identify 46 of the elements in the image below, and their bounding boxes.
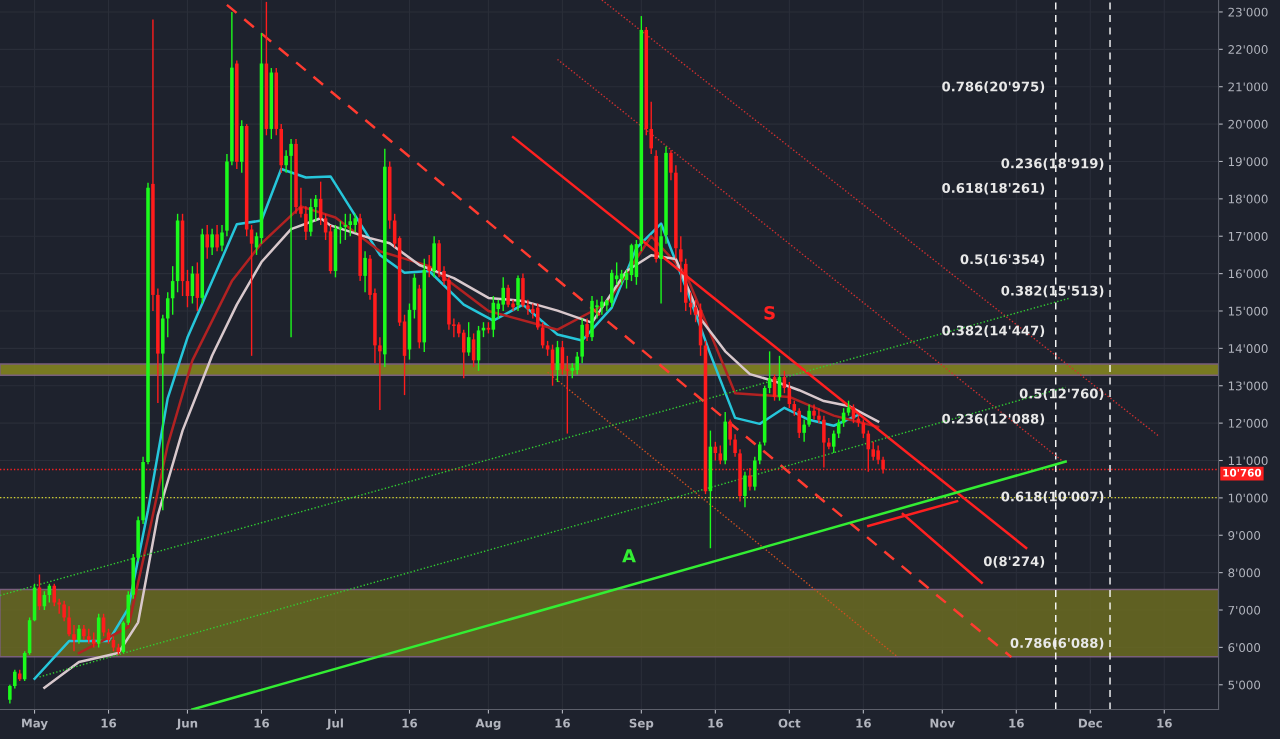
x-tick-label: 16	[1157, 718, 1172, 728]
annotation: 0.236(18'919)	[1001, 158, 1104, 170]
y-tick-label: 6'000	[1228, 643, 1261, 653]
y-tick-label: 12'000	[1228, 418, 1268, 428]
annotation: 0.618(10'007)	[1001, 491, 1104, 503]
annotation: 0.618(18'261)	[942, 182, 1045, 195]
y-tick-label: 8'000	[1228, 568, 1261, 578]
y-tick-label: 19'000	[1228, 157, 1268, 167]
annotation: 0(8'274)	[983, 556, 1045, 568]
y-tick-label: 22'000	[1228, 45, 1268, 54]
y-tick-label: 17'000	[1228, 231, 1268, 241]
x-tick-label: 16	[254, 718, 270, 728]
series-label: S	[764, 305, 775, 320]
y-tick-label: 5'000	[1228, 680, 1261, 690]
series-label: A	[622, 549, 636, 563]
annotation: 0.786(20'975)	[942, 81, 1045, 94]
x-tick-label: Oct	[778, 718, 801, 728]
x-tick-label: 16	[101, 718, 117, 728]
y-tick-label: 11'000	[1228, 456, 1268, 466]
x-tick-label: Aug	[475, 718, 501, 730]
x-tick-label: 16	[1009, 718, 1024, 728]
y-tick-label: 21'000	[1228, 82, 1268, 92]
x-tick-label: May	[22, 718, 48, 730]
y-tick-label: 10'000	[1228, 493, 1268, 503]
x-tick-label: 16	[856, 718, 871, 728]
x-tick-label: Jun	[176, 718, 198, 730]
x-tick-label: Nov	[930, 718, 955, 728]
y-tick-label: 9'000	[1228, 530, 1261, 540]
y-tick-label: 23'000	[1228, 7, 1268, 17]
ref-line-label: 10'760	[1223, 468, 1262, 477]
y-tick-label: 20'000	[1228, 119, 1268, 129]
x-tick-label: Dec	[1078, 718, 1102, 728]
x-tick-label: 16	[402, 718, 418, 728]
annotation: 0.5(16'354)	[960, 254, 1045, 266]
y-tick-label: 18'000	[1228, 194, 1268, 204]
x-tick-label: 16	[708, 718, 723, 728]
x-tick-label: Sep	[629, 718, 654, 730]
x-tick-label: Jul	[326, 718, 343, 730]
y-tick-label: 7'000	[1228, 605, 1261, 615]
x-tick-label: 16	[555, 718, 570, 728]
annotation: 0.382(15'513)	[1001, 285, 1104, 298]
annotation: 0.382(14'447)	[942, 325, 1045, 338]
y-tick-label: 16'000	[1228, 269, 1268, 279]
y-tick-label: 15'000	[1228, 306, 1268, 316]
y-tick-label: 13'000	[1228, 381, 1268, 391]
y-tick-label: 14'000	[1228, 344, 1268, 354]
